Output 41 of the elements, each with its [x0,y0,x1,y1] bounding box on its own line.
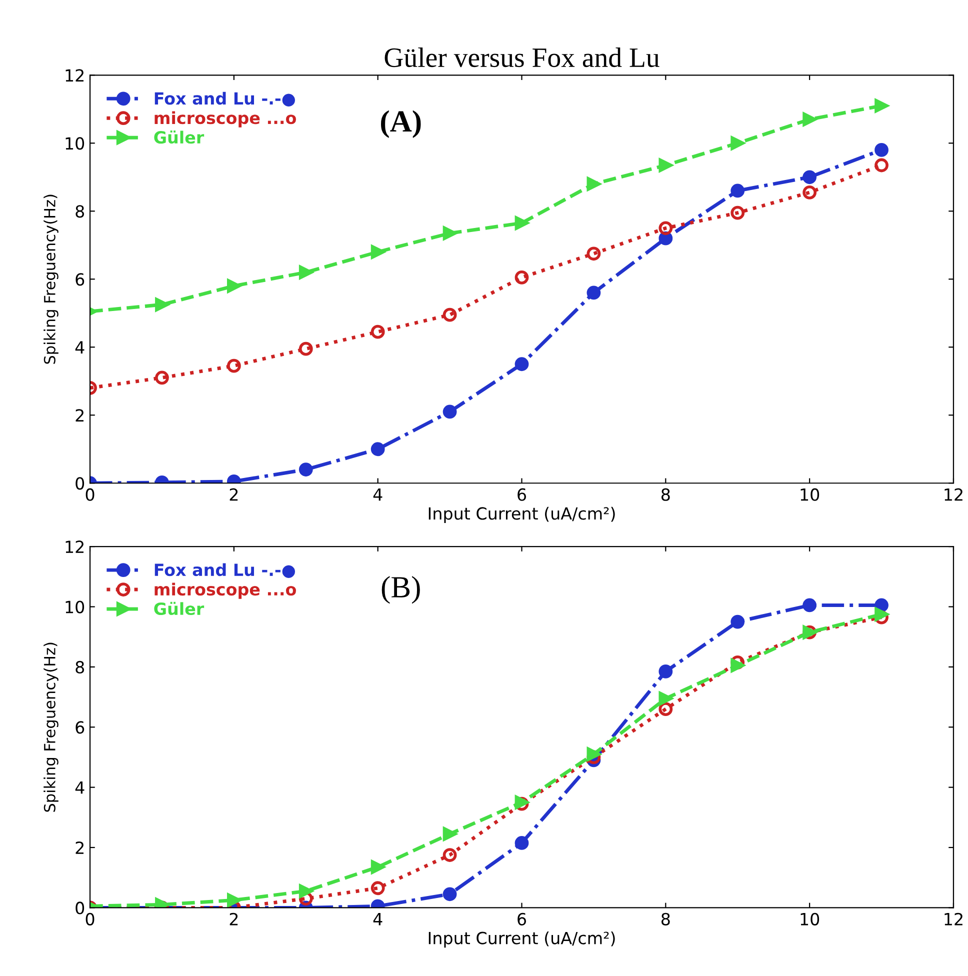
x-tick-label: 0 [86,488,94,501]
y-axis-title: Spiking Freguency(Hz) [44,642,58,812]
legend-label: Fox and Lu -.-● [154,563,296,578]
y-tick-label: 8 [76,205,84,218]
annotation: (A) [381,110,421,138]
x-tick-label: 8 [661,912,670,926]
legend-label: Fox and Lu -.-● [154,92,296,107]
y-axis-title: Spiking Freguency(Hz) [44,194,58,364]
y-tick-label: 2 [76,841,84,854]
y-tick-label: 12 [66,540,84,553]
x-tick-label: 12 [944,488,962,501]
x-tick-label: 4 [373,488,382,501]
x-tick-label: 6 [518,912,526,926]
legend-label: microscope ...o [154,582,296,599]
x-tick-label: 6 [518,488,526,501]
legend-label: microscope ...o [154,111,296,128]
x-tick-label: 2 [230,488,238,501]
x-tick-label: 10 [800,912,820,926]
x-tick-label: 0 [86,912,94,926]
y-tick-label: 10 [66,137,84,150]
y-tick-label: 2 [76,409,84,422]
legend-label: Güler [154,602,204,616]
x-axis-title: Input Current (uA/cm²) [428,931,615,948]
annotation: (B) [382,576,420,604]
x-tick-label: 12 [944,912,962,926]
legend-label: Güler [154,130,204,144]
x-axis-title: Input Current (uA/cm²) [428,506,615,524]
y-tick-label: 0 [76,477,84,490]
x-tick-label: 8 [661,488,670,501]
x-tick-label: 2 [230,912,238,926]
y-tick-label: 12 [66,69,84,82]
y-tick-label: 6 [76,721,84,734]
x-tick-label: 4 [373,913,382,926]
y-tick-label: 10 [66,600,84,614]
y-tick-label: 8 [76,660,84,674]
y-tick-label: 0 [76,902,84,914]
y-tick-label: 4 [75,341,84,354]
x-tick-label: 10 [800,488,820,501]
y-tick-label: 6 [76,273,84,286]
y-tick-label: 4 [75,781,84,794]
chart-title: Güler versus Fox and Lu [384,48,660,68]
